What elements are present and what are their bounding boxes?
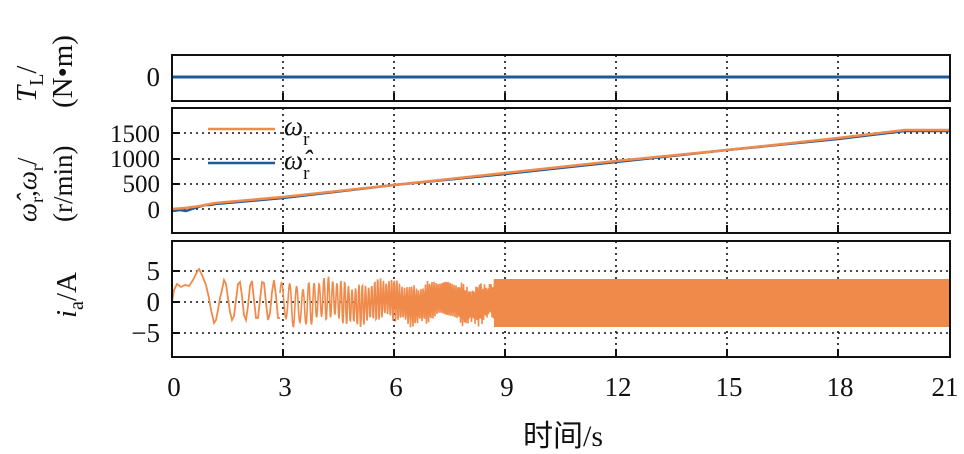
- ylabel-load-torque-unit: (N•m): [47, 35, 79, 108]
- ia-waveform: [172, 267, 950, 328]
- svg-text:18: 18: [827, 372, 854, 402]
- panel-load-torque: 0 TL/ (N•m): [11, 35, 951, 108]
- svg-text:1500: 1500: [110, 121, 160, 148]
- svg-text:TL/: TL/: [11, 65, 48, 102]
- legend: ωr ω̂r: [208, 111, 314, 184]
- grid-lines: [282, 55, 839, 101]
- legend-label-omega-hat: ω̂r: [284, 145, 314, 184]
- ytick-label: 0: [147, 62, 161, 92]
- x-axis-label: 时间/s: [523, 420, 603, 453]
- svg-text:0: 0: [167, 372, 181, 402]
- ytick-labels: 1500 1000 500 0: [110, 121, 160, 224]
- ylabel-speed: ω̂r,ωr/: [12, 157, 47, 222]
- svg-text:21: 21: [932, 372, 959, 402]
- grid-lines: [172, 108, 950, 233]
- svg-text:5: 5: [147, 256, 161, 286]
- legend-label-omega: ωr: [284, 111, 310, 150]
- svg-text:6: 6: [389, 372, 403, 402]
- plot-frame: [171, 54, 951, 102]
- svg-text:ω̂r,ωr/: ω̂r,ωr/: [12, 157, 47, 222]
- svg-text:−5: −5: [131, 318, 160, 348]
- ytick-labels: 5 0 −5: [131, 256, 160, 348]
- panel-phase-current: 5 0 −5 ia/A: [51, 240, 951, 358]
- omega-line: [172, 128, 950, 211]
- svg-text:3: 3: [278, 372, 292, 402]
- svg-text:0: 0: [147, 287, 161, 317]
- svg-text:9: 9: [500, 372, 514, 402]
- panel-speed: ωr ω̂r 1500 1000 500 0 ω̂r,ωr/ (r/min): [12, 107, 951, 234]
- plot-frame: [171, 240, 951, 358]
- svg-text:(r/min): (r/min): [48, 146, 78, 222]
- ylabel-current: ia/A: [51, 272, 88, 318]
- svg-text:500: 500: [123, 171, 161, 198]
- svg-text:(N•m): (N•m): [47, 35, 79, 108]
- svg-text:1000: 1000: [110, 146, 160, 173]
- ylabel-load-torque: TL/: [11, 65, 48, 102]
- ylabel-speed-unit: (r/min): [48, 146, 78, 222]
- svg-text:12: 12: [605, 372, 632, 402]
- svg-text:ia/A: ia/A: [51, 272, 88, 318]
- plot-frame: [171, 107, 951, 234]
- x-tick-labels: 0 3 6 9 12 15 18 21: [167, 372, 958, 402]
- svg-text:0: 0: [148, 197, 161, 224]
- svg-text:15: 15: [716, 372, 743, 402]
